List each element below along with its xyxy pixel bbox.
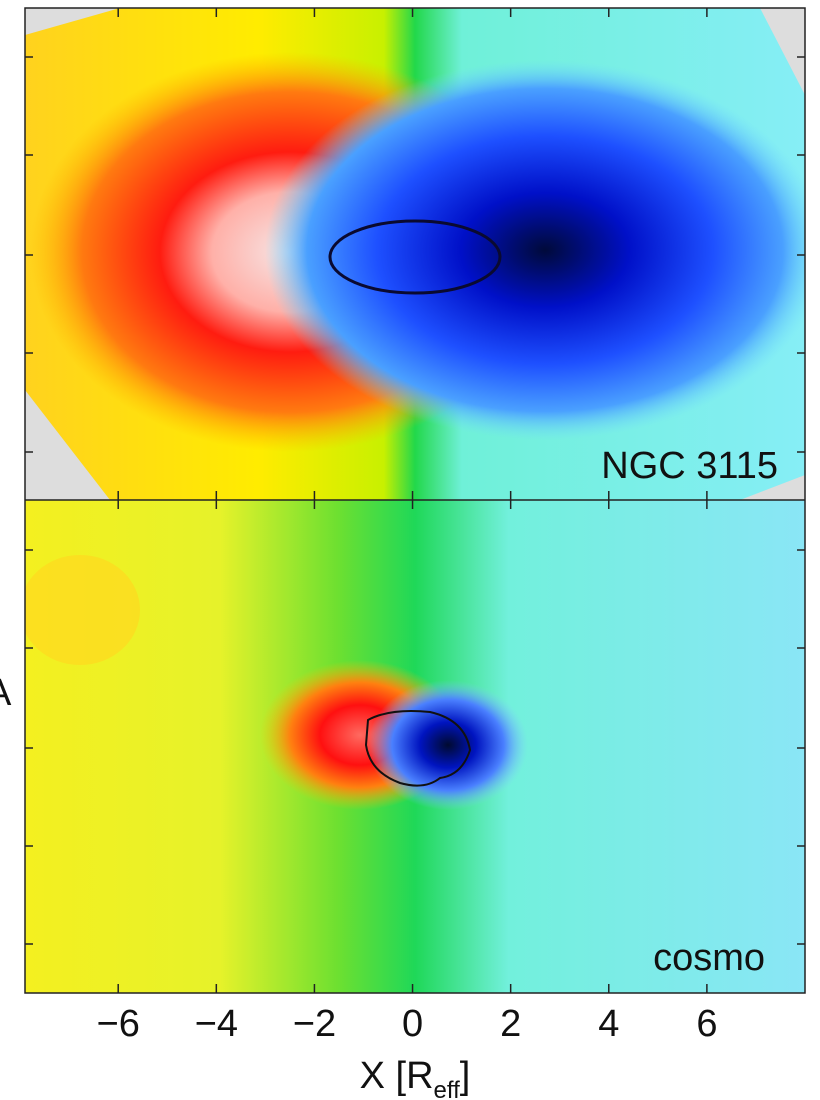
y-ticks xyxy=(25,56,805,945)
x-axis-label: X [Reff] xyxy=(360,1055,471,1100)
map-top xyxy=(25,8,805,500)
x-tick-label: 6 xyxy=(696,1003,717,1045)
x-tick-label: −2 xyxy=(293,1003,336,1045)
x-tick-label: 4 xyxy=(598,1003,619,1045)
x-tick-label: −6 xyxy=(97,1003,140,1045)
y-axis-label: A xyxy=(0,672,12,714)
x-tick-label: 2 xyxy=(500,1003,521,1045)
map-bottom xyxy=(25,500,805,993)
panel-annotation: cosmo xyxy=(653,937,765,979)
x-tick-label: −4 xyxy=(195,1003,238,1045)
x-tick-label: 0 xyxy=(402,1003,423,1045)
x-axis-label-end: ] xyxy=(460,1055,471,1097)
x-axis-label-sub: eff xyxy=(434,1077,461,1100)
x-axis-label-main: X [R xyxy=(360,1055,434,1097)
panel-annotation: NGC 3115 xyxy=(601,445,778,487)
